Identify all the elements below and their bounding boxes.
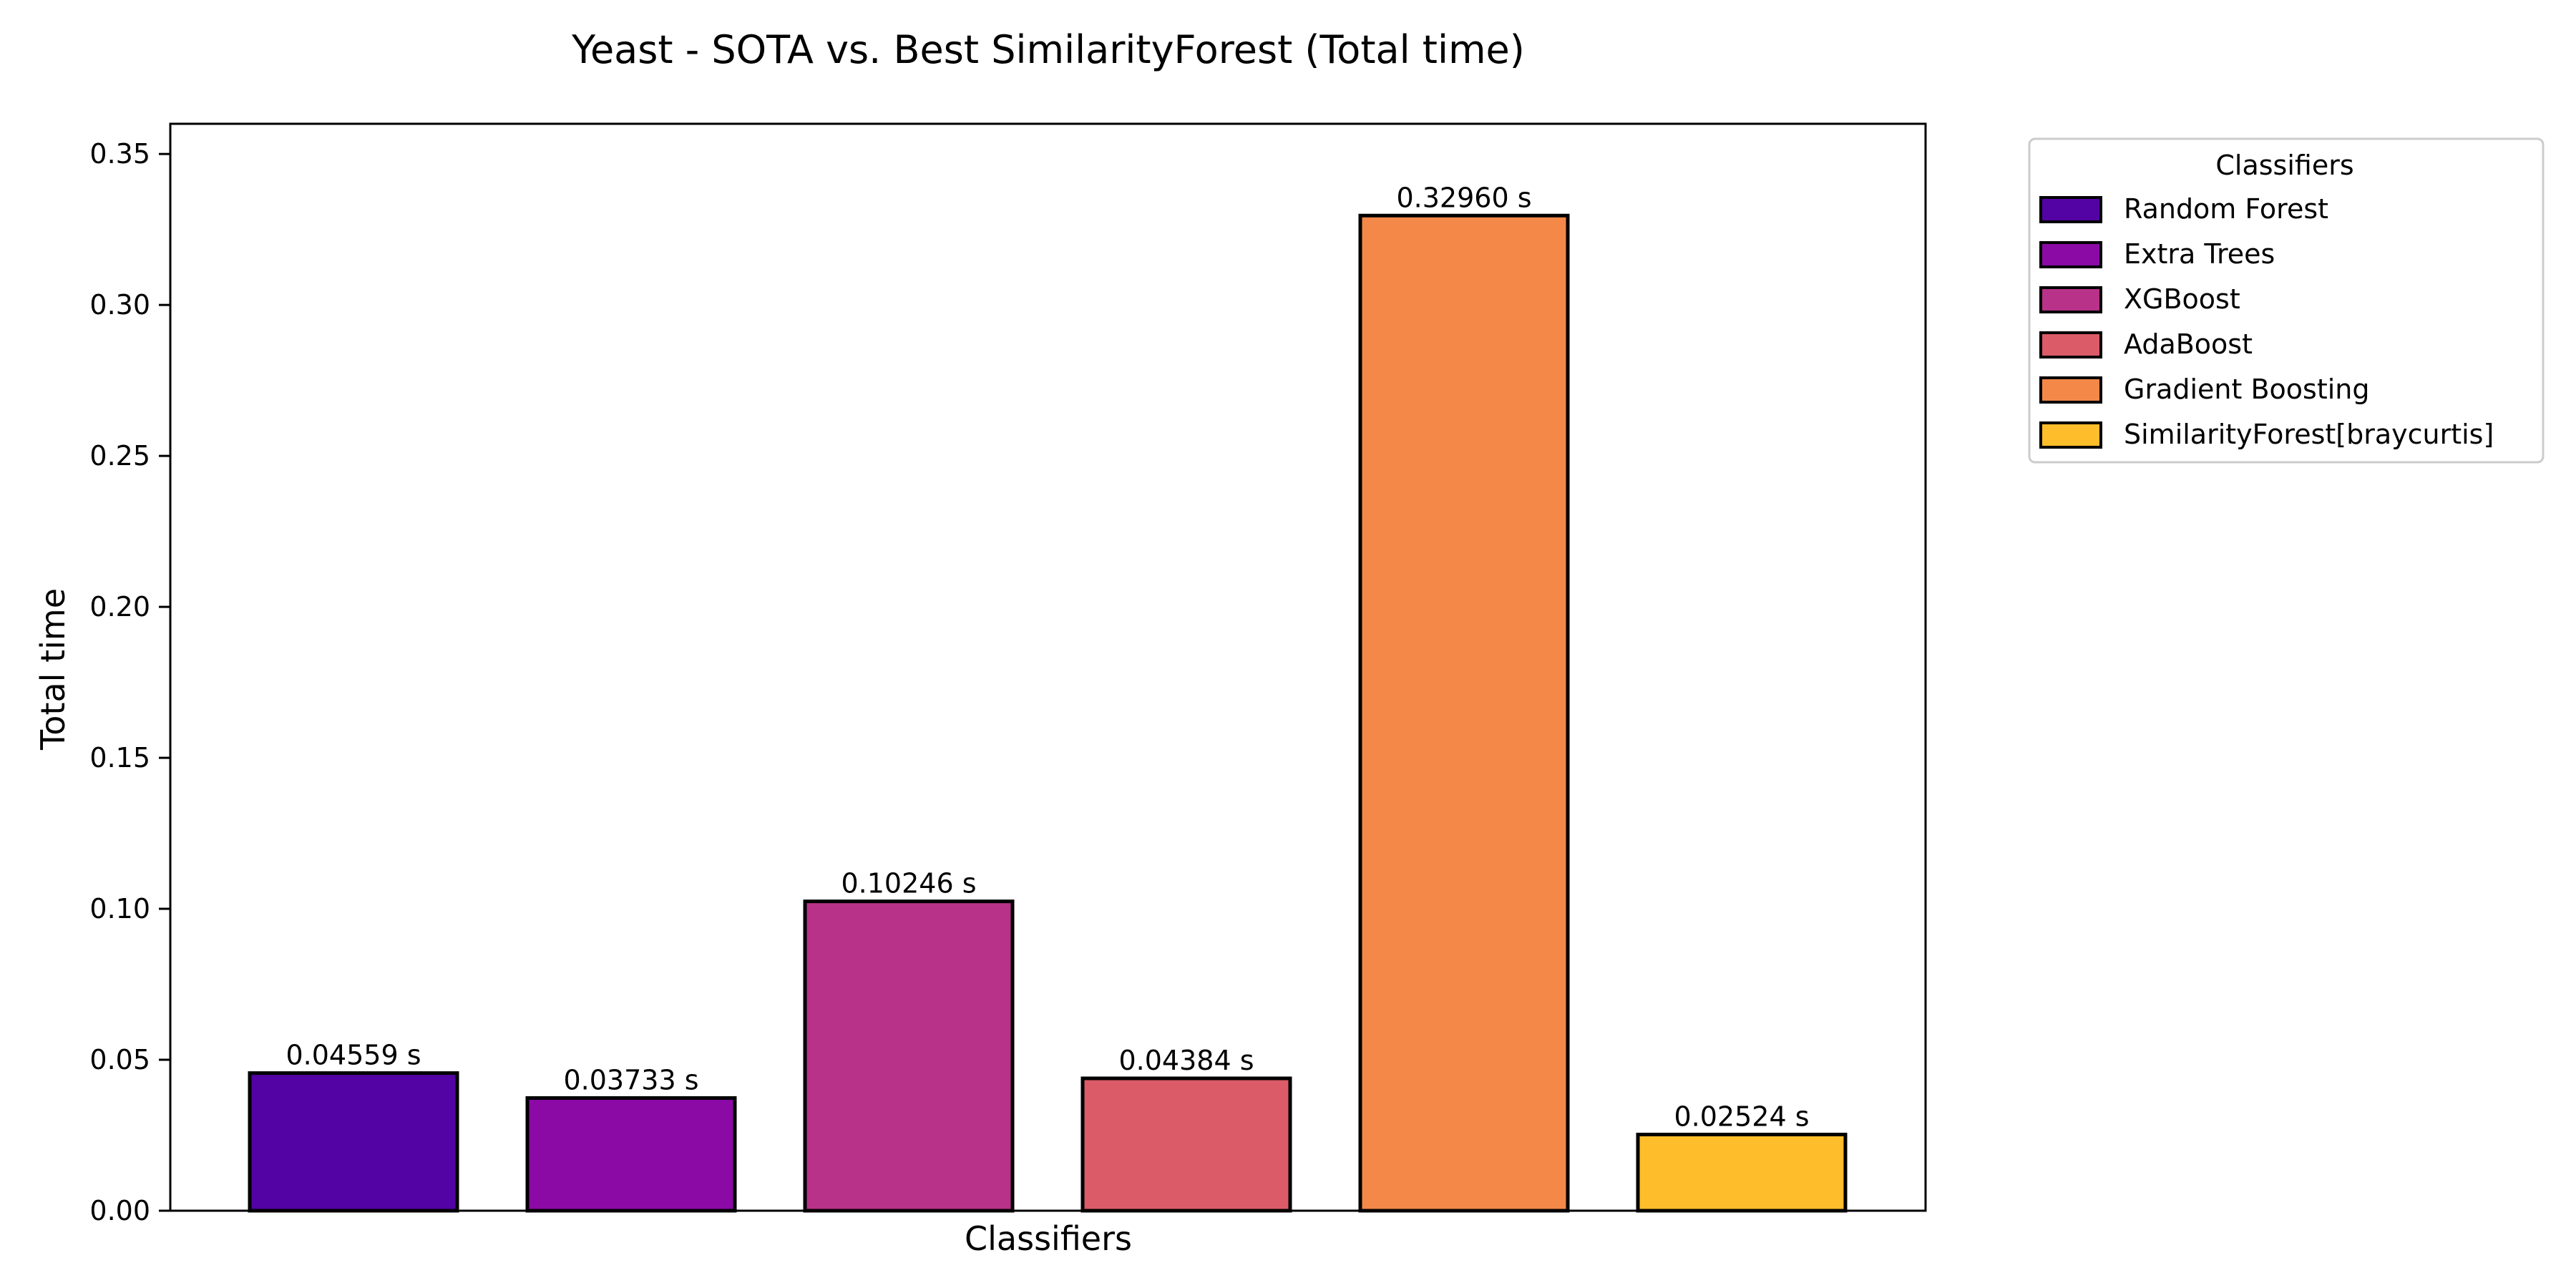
legend-frame xyxy=(2028,137,2545,464)
y-tick-label: 0.35 xyxy=(89,138,150,170)
data-label: 0.04384 s xyxy=(1118,1045,1254,1076)
legend-swatch xyxy=(2039,196,2102,223)
legend-swatch xyxy=(2039,421,2102,449)
data-label: 0.10246 s xyxy=(841,868,976,899)
y-tick-label: 0.30 xyxy=(89,289,150,321)
y-tick-label: 0.05 xyxy=(89,1044,150,1075)
y-tick-label: 0.10 xyxy=(89,893,150,924)
bar-adaboost xyxy=(1080,1076,1292,1213)
legend-entry-label: XGBoost xyxy=(2124,283,2240,315)
legend-swatch xyxy=(2039,241,2102,268)
data-label: 0.02524 s xyxy=(1674,1101,1809,1133)
bar-extra-trees xyxy=(525,1096,737,1213)
legend-entry-label: Random Forest xyxy=(2124,193,2328,225)
data-label: 0.04559 s xyxy=(286,1040,421,1071)
y-tick-label: 0.15 xyxy=(89,742,150,774)
legend: Classifiers Random Forest Extra Trees XGBo… xyxy=(2028,137,2545,464)
plot-area: 0.04559 s 0.03733 s 0.10246 s 0.04384 s 0.32… xyxy=(89,122,1927,1226)
y-axis-title: Total time xyxy=(34,588,72,751)
legend-swatch xyxy=(2039,286,2102,313)
data-label: 0.03733 s xyxy=(563,1064,698,1096)
legend-swatch xyxy=(2039,376,2102,404)
bar-gradient-boosting xyxy=(1358,213,1570,1213)
bar-random-forest xyxy=(248,1071,459,1213)
legend-title: Classifiers xyxy=(2215,150,2353,181)
y-tick-label: 0.20 xyxy=(89,591,150,623)
legend-entry-label: Extra Trees xyxy=(2124,238,2275,270)
bar-xgboost xyxy=(803,899,1015,1213)
data-label: 0.32960 s xyxy=(1396,182,1531,213)
legend-entry-label: Gradient Boosting xyxy=(2124,374,2370,405)
y-tick-label: 0.25 xyxy=(89,440,150,472)
legend-swatch xyxy=(2039,331,2102,358)
plot-frame xyxy=(169,122,1927,1212)
bar-similarityforest-braycurtis xyxy=(1636,1133,1848,1213)
y-tick-label: 0.00 xyxy=(89,1195,150,1226)
x-axis-title: Classifiers xyxy=(965,1219,1132,1258)
legend-entry-label: AdaBoost xyxy=(2124,328,2253,360)
legend-entry-label: SimilarityForest[braycurtis] xyxy=(2124,419,2494,450)
chart-title: Yeast - SOTA vs. Best SimilarityForest (… xyxy=(571,27,1525,72)
